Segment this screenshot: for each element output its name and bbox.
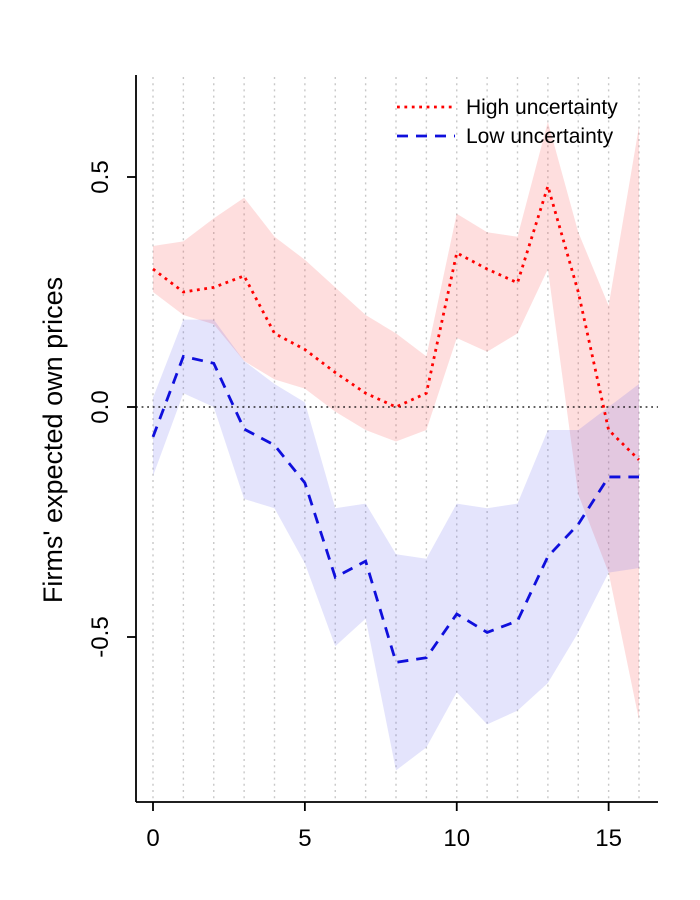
axis-ticks-group (127, 176, 610, 811)
series-line-high-uncertainty (152, 181, 640, 461)
confidence-bands-group (153, 121, 639, 771)
confidence-band-high-uncertainty (153, 121, 639, 720)
axis-tick-labels-group: 0 5 10 15 0.5 0.0 -0.5 (87, 160, 622, 852)
x-tick-label-15: 15 (595, 825, 622, 852)
x-tick-label-0: 0 (146, 825, 159, 852)
confidence-band-low-uncertainty (153, 319, 639, 771)
series-lines-group (151, 181, 640, 664)
legend: High uncertainty Low uncertainty (397, 96, 618, 148)
y-axis-title: Firms' expected own prices (38, 277, 68, 603)
y-tick-label-0.0: 0.0 (87, 390, 114, 423)
x-tick-label-5: 5 (298, 825, 311, 852)
legend-label-low-uncertainty: Low uncertainty (466, 125, 614, 148)
x-tick-label-10: 10 (443, 825, 470, 852)
legend-label-high-uncertainty: High uncertainty (466, 96, 618, 119)
y-tick-label--0.5: -0.5 (87, 616, 114, 657)
y-tick-label-0.5: 0.5 (87, 160, 114, 193)
series-line-low-uncertainty (151, 354, 639, 664)
